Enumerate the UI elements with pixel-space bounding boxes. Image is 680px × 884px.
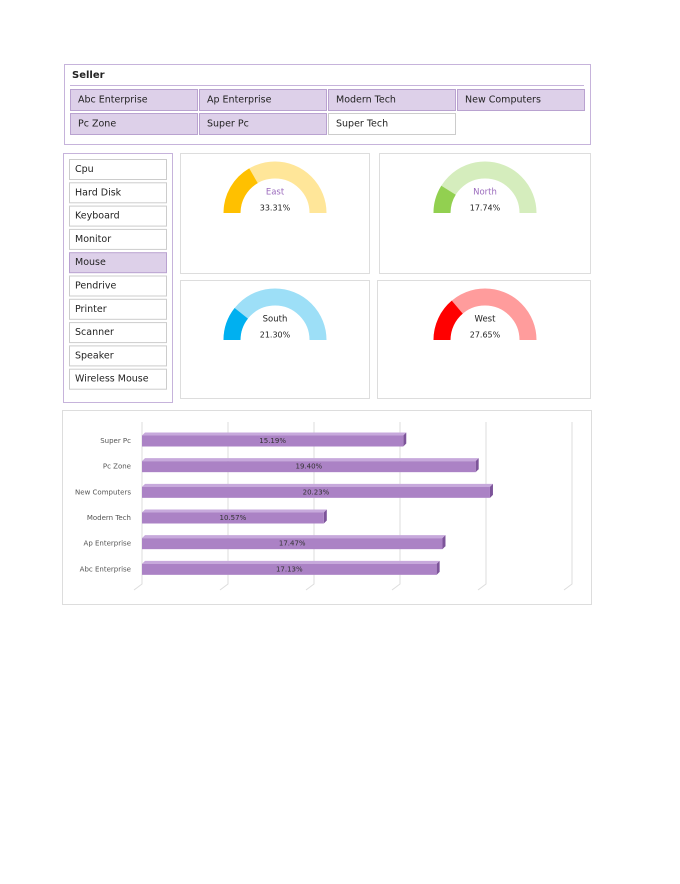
bar — [142, 512, 324, 524]
product-item-label[interactable]: Wireless Mouse — [75, 374, 149, 385]
bar-side — [475, 458, 479, 473]
seller-item[interactable] — [457, 89, 585, 111]
product-item[interactable] — [69, 275, 167, 297]
value-label: 17.47% — [279, 540, 306, 548]
seller-item-label[interactable]: Pc Zone — [78, 119, 116, 130]
gauge-title: South — [263, 315, 288, 325]
gauge-value: 33.31% — [260, 204, 291, 213]
gauge-title: East — [266, 188, 285, 198]
grid-line — [219, 422, 229, 591]
product-item[interactable] — [69, 182, 167, 204]
seller-item[interactable] — [199, 113, 327, 135]
bar-side — [489, 483, 493, 498]
value-label: 19.40% — [295, 463, 322, 471]
y-tick-label: Abc Enterprise — [80, 565, 131, 573]
y-tick-label: New Computers — [75, 488, 131, 496]
product-item-label[interactable]: Pendrive — [75, 281, 116, 292]
gauge-fill — [223, 308, 249, 341]
product-item-label[interactable]: Keyboard — [75, 211, 120, 222]
product-item[interactable] — [69, 159, 167, 180]
seller-title: Seller — [72, 70, 105, 81]
bar-top — [142, 509, 327, 513]
seller-item[interactable] — [328, 89, 456, 111]
y-tick-label: Super Pc — [100, 437, 131, 445]
seller-item[interactable] — [70, 113, 198, 135]
y-tick-label: Pc Zone — [103, 463, 131, 471]
value-label: 10.57% — [220, 514, 247, 522]
gauge-title: North — [473, 188, 497, 198]
bar — [142, 538, 443, 550]
value-label: 17.13% — [276, 565, 303, 573]
product-item[interactable] — [69, 345, 167, 367]
product-item-label[interactable]: Scanner — [75, 327, 114, 338]
gauge-fill — [223, 168, 259, 214]
gauge-value: 21.30% — [260, 331, 291, 340]
value-label: 15.19% — [259, 437, 286, 445]
seller-item[interactable] — [70, 89, 198, 111]
product-item[interactable] — [69, 298, 167, 320]
bar-side — [442, 535, 446, 550]
product-item-label[interactable]: Mouse — [75, 257, 106, 268]
gauge-fill — [433, 300, 464, 341]
bar-top — [142, 560, 440, 564]
seller-item-label[interactable]: New Computers — [465, 95, 541, 106]
seller-item-label[interactable]: Modern Tech — [336, 95, 396, 106]
seller-item[interactable] — [328, 113, 456, 135]
seller-item-label[interactable]: Ap Enterprise — [207, 95, 272, 106]
bar-side — [323, 509, 327, 524]
bar-side — [403, 432, 407, 447]
value-label: 20.23% — [303, 488, 330, 496]
bar-side — [436, 560, 440, 575]
bar-top — [142, 535, 446, 539]
bar-top — [142, 483, 493, 487]
grid-line — [563, 422, 573, 591]
grid-line — [305, 422, 315, 591]
gauge-fill — [433, 185, 456, 214]
seller-item-label[interactable]: Abc Enterprise — [78, 95, 148, 106]
product-item[interactable] — [69, 228, 167, 250]
bar — [142, 461, 476, 473]
grid-line — [133, 422, 143, 591]
bar-top — [142, 432, 407, 436]
bar-top — [142, 458, 479, 462]
seller-item[interactable] — [199, 89, 327, 111]
seller-item-label[interactable]: Super Tech — [336, 119, 388, 130]
bar — [142, 563, 437, 575]
product-item-label[interactable]: Cpu — [75, 164, 94, 175]
product-item-label[interactable]: Monitor — [75, 234, 111, 245]
product-item[interactable] — [69, 252, 167, 274]
y-tick-label: Ap Enterprise — [84, 540, 131, 548]
gauge-value: 17.74% — [470, 204, 501, 213]
product-item[interactable] — [69, 368, 167, 390]
bar — [142, 435, 404, 447]
seller-item-label[interactable]: Super Pc — [207, 119, 249, 130]
gauge-title: West — [475, 315, 497, 325]
product-item[interactable] — [69, 322, 167, 344]
product-item-label[interactable]: Speaker — [75, 350, 114, 361]
product-item-label[interactable]: Hard Disk — [75, 187, 122, 198]
grid-line — [391, 422, 401, 591]
bar — [142, 486, 490, 498]
grid-line — [477, 422, 487, 591]
product-item[interactable] — [69, 205, 167, 227]
y-tick-label: Modern Tech — [87, 514, 131, 522]
gauge-value: 27.65% — [470, 331, 501, 340]
product-item-label[interactable]: Printer — [75, 304, 107, 315]
